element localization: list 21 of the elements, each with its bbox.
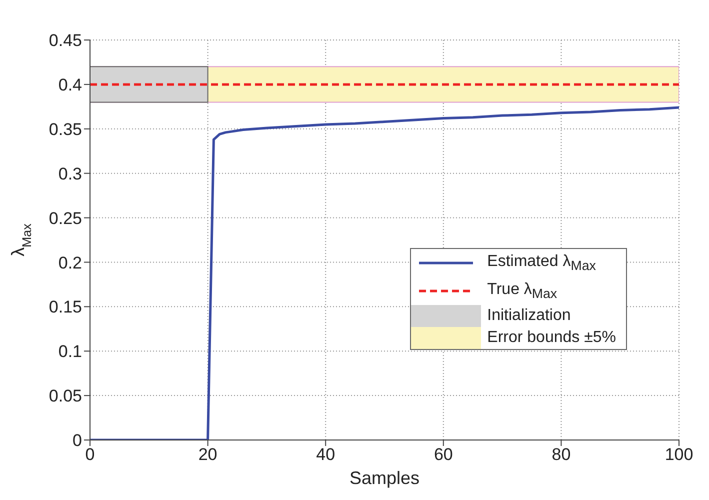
y-tick-label: 0.15	[48, 298, 82, 317]
y-tick-label: 0.35	[48, 120, 82, 139]
y-tick-label: 0.2	[58, 253, 82, 272]
legend-label: Initialization	[486, 307, 572, 325]
y-tick-label: 0.3	[58, 164, 82, 184]
x-tick-label: 20	[198, 445, 218, 464]
y-tick-label: 0.4	[58, 75, 82, 94]
y-tick-label: 0.05	[48, 386, 82, 406]
y-tick-label: 0.45	[48, 31, 82, 50]
x-tick-label: 40	[316, 445, 336, 464]
x-tick-label: 0	[85, 445, 95, 464]
legend-label: Error bounds ±5%	[486, 329, 617, 347]
y-tick-label: 0	[72, 431, 82, 450]
legend-label: True λ$_{Max}$	[486, 280, 558, 302]
y-tick-label: 0.1	[58, 342, 82, 362]
x-axis-title: Samples	[349, 468, 420, 488]
x-tick-label: 100	[664, 445, 694, 464]
x-tick-label: 60	[434, 445, 453, 464]
legend-label: Estimated λ$_{Max}$	[486, 252, 597, 274]
y-tick-label: 0.25	[48, 208, 82, 228]
x-tick-label: 80	[552, 445, 571, 464]
